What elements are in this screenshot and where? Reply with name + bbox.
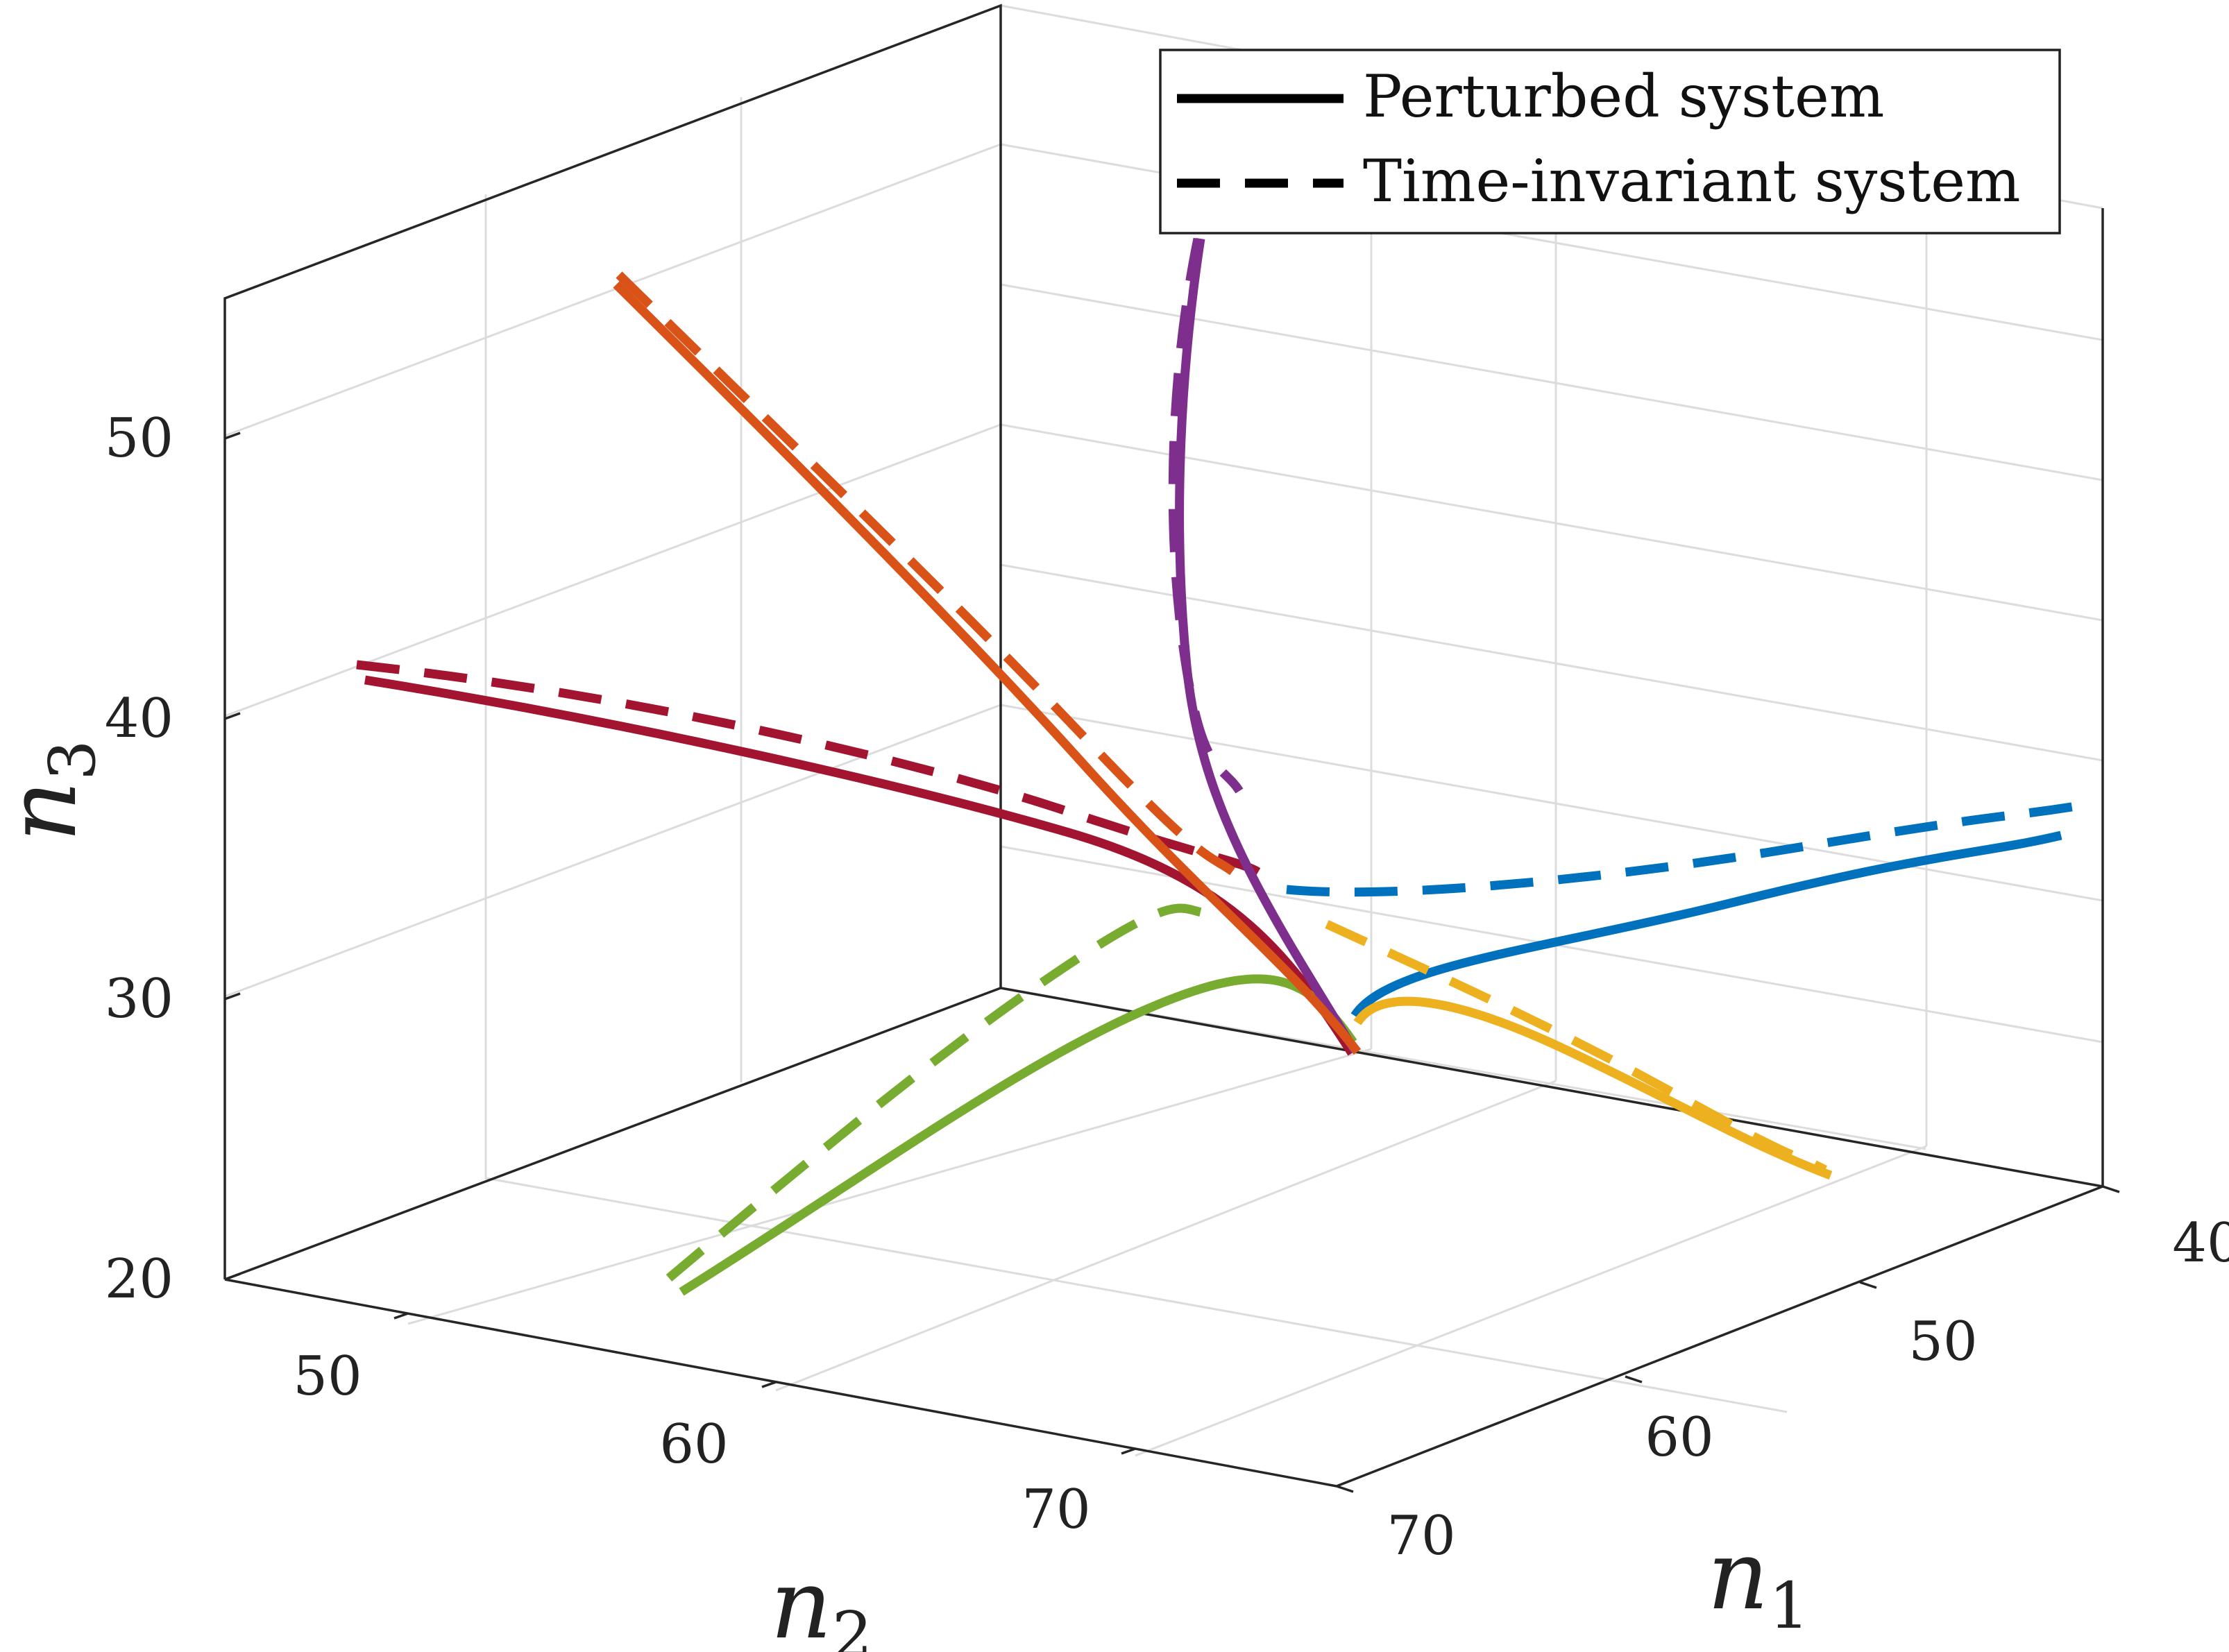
- axis-label-n1-sub: 1: [1769, 1569, 1810, 1643]
- tick-n1-50: 50: [1908, 1311, 1977, 1373]
- tick-n3-40: 40: [105, 688, 173, 750]
- s-yellow: [1353, 996, 1833, 1180]
- s-darkred: [364, 675, 1356, 1056]
- axes-box: [223, 3, 2104, 1488]
- s-orange: [613, 281, 1362, 1055]
- axis-label-n3-main: n: [0, 781, 98, 842]
- legend: Perturbed system Time-invariant system: [1159, 49, 2061, 235]
- axis-label-n3-sub: 3: [35, 740, 110, 781]
- legend-label-perturbed: Perturbed system: [1363, 62, 1884, 130]
- s-blue: [1350, 831, 2062, 1019]
- legend-box: [1159, 49, 2061, 235]
- axis-label-n3: n3: [0, 740, 110, 842]
- axis-label-n2: n2: [770, 1549, 872, 1652]
- s-green: [679, 974, 1357, 1296]
- axis-label-n1-main: n: [1707, 1519, 1769, 1631]
- axis-label-n2-sub: 2: [832, 1598, 873, 1652]
- series-group: [356, 237, 2086, 1296]
- d-green: [666, 903, 1215, 1281]
- tick-n1-70: 70: [1387, 1505, 1455, 1567]
- tick-n3-50: 50: [105, 407, 173, 470]
- tick-n2-70: 70: [1022, 1479, 1090, 1541]
- legend-label-invariant: Time-invariant system: [1363, 147, 2021, 215]
- d-blue: [1286, 800, 2086, 897]
- tick-n3-30: 30: [105, 968, 173, 1030]
- d-yellow: [1325, 920, 1827, 1174]
- tick-n2-60: 60: [659, 1413, 728, 1476]
- tick-n1-40: 40: [2172, 1212, 2229, 1275]
- s-purple: [1175, 238, 1359, 1053]
- axis-label-n1: n1: [1707, 1519, 1809, 1643]
- tick-n3-20: 20: [105, 1248, 173, 1311]
- d-orange: [616, 271, 1235, 876]
- tick-n2-50: 50: [293, 1345, 362, 1408]
- tick-marks: [224, 432, 2120, 1493]
- d-darkred: [356, 660, 1273, 885]
- axis-label-n2-main: n: [770, 1549, 832, 1652]
- tick-n1-60: 60: [1645, 1406, 1713, 1469]
